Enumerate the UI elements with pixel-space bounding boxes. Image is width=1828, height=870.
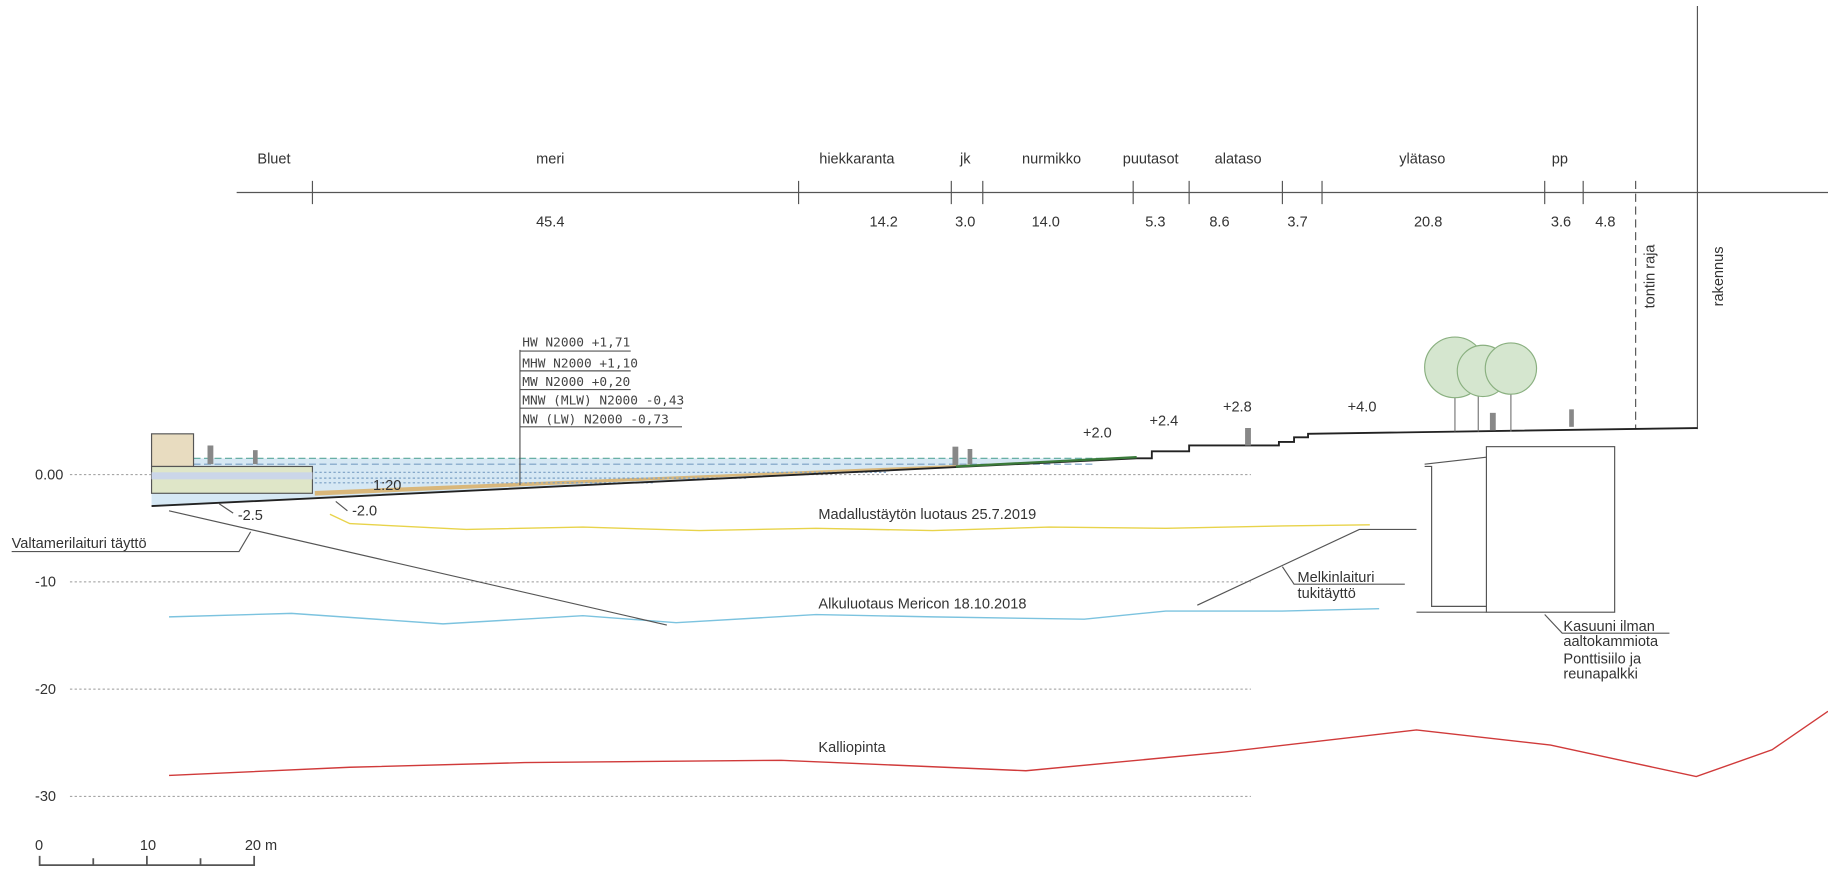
survey-label: Alkuluotaus Mericon 18.10.2018 xyxy=(818,597,1026,613)
annotation: Valtamerilaituri täyttö xyxy=(12,536,147,552)
boundary-label: tontin raja xyxy=(1642,244,1658,309)
dimension-label: 4.8 xyxy=(1595,214,1615,230)
bedrock-line xyxy=(169,710,1828,778)
leader xyxy=(1544,614,1670,634)
trees xyxy=(1424,336,1538,432)
elevation: +2.4 xyxy=(1149,414,1178,430)
level-underlines xyxy=(519,350,683,428)
scale-bar xyxy=(38,855,256,867)
depth-value: -2.5 xyxy=(238,508,263,524)
dimension-label: 14.0 xyxy=(1032,214,1060,230)
zone-label: pp xyxy=(1552,151,1568,167)
dimension-ticks xyxy=(311,180,1584,205)
water-level: HW N2000 +1,71 xyxy=(522,335,630,350)
water-level: MHW N2000 +1,10 xyxy=(522,356,638,371)
survey-label: Kalliopinta xyxy=(818,740,886,756)
dimension-label: 5.3 xyxy=(1145,214,1165,230)
depth-label: 0.00 xyxy=(35,467,63,483)
survey-line xyxy=(329,513,1370,532)
dimension-label: 3.6 xyxy=(1551,214,1571,230)
water-level: MW N2000 +0,20 xyxy=(522,375,630,390)
pier-building xyxy=(150,433,195,468)
scale-label: 10 xyxy=(140,838,156,854)
terrain-profile xyxy=(151,427,1698,508)
annotation: Kasuuni ilman xyxy=(1563,619,1654,635)
boundary-label: rakennus xyxy=(1711,246,1727,306)
people xyxy=(207,409,1574,466)
zone-label: alataso xyxy=(1215,151,1262,167)
dimension-label: 3.7 xyxy=(1287,214,1307,230)
depth-label: -20 xyxy=(35,682,56,698)
dimension-label: 14.2 xyxy=(870,214,898,230)
depth-label: -30 xyxy=(35,789,56,805)
caisson xyxy=(1416,446,1616,613)
elevation: +2.8 xyxy=(1223,400,1252,416)
annotation: Ponttisiilo ja xyxy=(1563,652,1642,668)
pier-fill xyxy=(150,465,314,494)
grass xyxy=(955,455,1137,468)
survey-line xyxy=(169,608,1380,625)
zone-label: jk xyxy=(959,151,971,167)
slope-label: 1:20 xyxy=(373,478,401,494)
annotation: tukitäyttö xyxy=(1298,586,1356,602)
dimension-label: 45.4 xyxy=(536,214,564,230)
elevation: +4.0 xyxy=(1348,400,1377,416)
pier-layer xyxy=(151,472,313,480)
zone-label: hiekkaranta xyxy=(819,151,895,167)
zone-label: Bluet xyxy=(257,151,290,167)
water-level: MNW (MLW) N2000 -0,43 xyxy=(522,394,684,409)
elevation: +2.0 xyxy=(1083,425,1112,441)
depth-leaders xyxy=(218,500,348,514)
survey-label: Madallustäytön luotaus 25.7.2019 xyxy=(818,507,1036,523)
leader xyxy=(11,510,667,626)
zone-label: puutasot xyxy=(1123,151,1179,167)
water-level: NW (LW) N2000 -0,73 xyxy=(522,412,669,427)
scale-label: 0 xyxy=(35,838,43,854)
zone-label: ylätaso xyxy=(1399,151,1445,167)
zone-label: meri xyxy=(536,151,564,167)
dimension-label: 3.0 xyxy=(955,214,975,230)
annotation: aaltokammiota xyxy=(1563,634,1659,650)
zone-label: nurmikko xyxy=(1022,151,1081,167)
leader xyxy=(1197,528,1417,606)
depth-value: -2.0 xyxy=(352,503,377,519)
scale-label: 20 m xyxy=(245,838,277,854)
annotation: reunapalkki xyxy=(1563,667,1637,683)
dimension-label: 20.8 xyxy=(1414,214,1442,230)
dimension-label: 8.6 xyxy=(1209,214,1229,230)
annotation: Melkinlaituri xyxy=(1298,570,1375,586)
depth-label: -10 xyxy=(35,575,56,591)
dimension-labels: 45.4 14.2 3.0 14.0 5.3 8.6 3.7 20.8 3.6 … xyxy=(536,214,1615,230)
zone-labels: Bluet meri hiekkaranta jk nurmikko puuta… xyxy=(257,151,1568,167)
